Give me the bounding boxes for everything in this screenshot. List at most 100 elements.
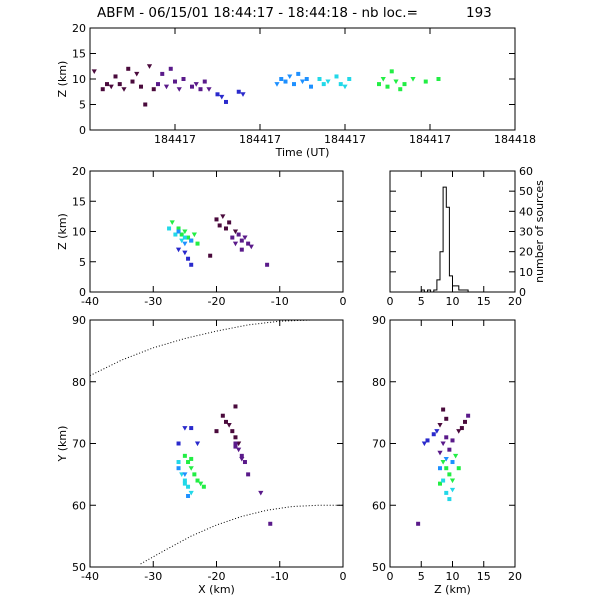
data-point <box>195 241 200 246</box>
data-point <box>181 77 186 81</box>
data-point <box>182 481 187 486</box>
y-axis-label: Y (km) <box>56 426 69 463</box>
data-point <box>192 472 197 477</box>
data-points <box>416 407 471 526</box>
data-point <box>130 79 135 84</box>
data-point <box>188 490 194 496</box>
data-point <box>146 64 153 69</box>
data-point <box>242 460 247 465</box>
data-point <box>450 438 455 443</box>
data-point <box>167 226 172 231</box>
data-point <box>156 82 160 87</box>
data-point <box>139 84 143 89</box>
data-point <box>105 82 109 87</box>
data-point <box>226 422 232 428</box>
data-point <box>232 229 239 235</box>
y-tick-label: 20 <box>72 22 86 35</box>
data-point <box>151 87 156 92</box>
data-point <box>431 432 436 437</box>
data-point <box>450 460 455 465</box>
x-axis: -40 -30 -20 -10 0 <box>81 320 347 583</box>
data-point <box>182 478 187 483</box>
x-tick-label: 15 <box>477 295 491 308</box>
y-tick-label: 0 <box>79 124 86 137</box>
data-point <box>456 466 461 471</box>
data-point <box>188 466 194 471</box>
data-point <box>126 66 131 71</box>
data-point <box>182 250 188 256</box>
y-tick-label: 60 <box>519 165 533 178</box>
reference-curve <box>89 319 312 377</box>
data-point <box>242 235 248 241</box>
plot-frame <box>89 319 344 568</box>
y-axis: 0 5 10 15 20 <box>72 22 515 137</box>
data-point <box>393 79 399 85</box>
y-tick-label: 40 <box>519 205 533 218</box>
data-point <box>232 241 239 247</box>
y-tick-label: 80 <box>372 376 386 389</box>
data-point <box>214 429 219 434</box>
data-point <box>206 87 212 92</box>
reference-curve <box>140 504 343 565</box>
data-point <box>198 481 204 487</box>
data-point <box>189 238 194 243</box>
x-axis: -40 -30 -20 -10 0 <box>81 171 347 308</box>
data-point <box>189 456 194 461</box>
data-point <box>425 438 430 443</box>
data-point <box>246 472 251 477</box>
data-point <box>233 404 238 409</box>
data-point <box>182 472 188 477</box>
x-tick-label: 10 <box>446 295 460 308</box>
data-point <box>342 84 348 90</box>
data-point <box>423 79 428 84</box>
x-axis: 184417 184417 184417 184417 184418 <box>154 28 536 146</box>
data-point <box>194 441 201 447</box>
data-point <box>287 74 293 80</box>
data-point <box>466 413 471 418</box>
data-points <box>91 64 441 107</box>
data-point <box>402 82 407 87</box>
data-point <box>233 435 238 440</box>
data-point <box>309 84 313 89</box>
data-point <box>321 82 326 87</box>
data-point <box>292 82 296 87</box>
data-point <box>447 497 452 502</box>
x-tick-label: 184417 <box>154 133 196 146</box>
y-tick-label: 0 <box>519 286 526 299</box>
data-point <box>220 214 226 219</box>
data-point <box>436 77 441 81</box>
data-point <box>440 441 446 447</box>
data-point <box>239 456 245 462</box>
plot-frame <box>389 170 516 293</box>
data-point <box>195 478 200 483</box>
data-point <box>176 466 181 471</box>
data-point <box>421 441 427 447</box>
data-point <box>444 416 449 421</box>
y-axis: 0 10 20 30 40 50 60 <box>390 165 533 299</box>
data-point <box>248 244 254 250</box>
data-point <box>173 232 178 237</box>
data-point <box>317 77 322 81</box>
y-tick-label: 30 <box>519 226 533 239</box>
data-point <box>410 77 416 82</box>
x-tick-label: -30 <box>144 295 162 308</box>
data-point <box>202 79 207 84</box>
x-tick-label: 0 <box>387 570 394 583</box>
y-tick-label: 90 <box>372 314 386 327</box>
data-point <box>186 256 191 261</box>
data-point <box>208 253 213 258</box>
x-axis-label: Z (km) <box>434 583 471 596</box>
y-tick-label: 5 <box>79 256 86 269</box>
data-point <box>347 77 352 81</box>
data-point <box>186 460 191 465</box>
data-point <box>230 235 235 240</box>
data-point <box>456 429 462 434</box>
data-points <box>167 214 270 267</box>
data-point <box>441 407 446 412</box>
data-point <box>441 478 446 483</box>
data-point <box>117 82 122 87</box>
histogram-bars <box>390 186 515 293</box>
data-point <box>182 235 187 240</box>
